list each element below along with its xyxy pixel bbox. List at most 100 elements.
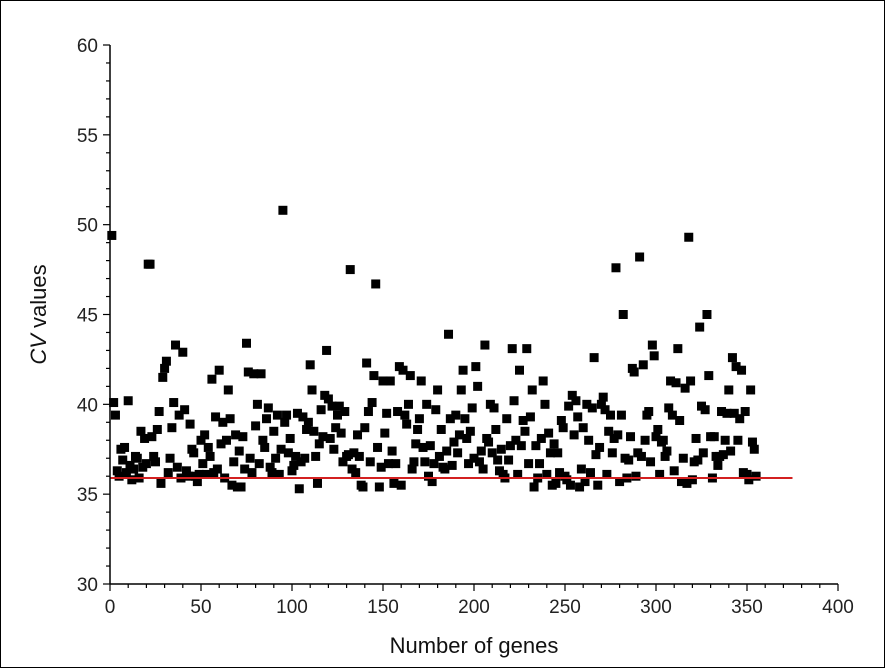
- data-point: [169, 398, 179, 408]
- data-point: [655, 469, 665, 479]
- data-point: [687, 475, 697, 485]
- data-point: [382, 408, 392, 418]
- y-axis-title-rest: values: [26, 264, 51, 334]
- data-point: [717, 407, 727, 417]
- data-point: [312, 478, 322, 488]
- data-point: [513, 469, 523, 479]
- data-point: [385, 376, 395, 386]
- data-point: [149, 451, 159, 461]
- data-point: [511, 435, 521, 445]
- data-point: [555, 468, 565, 478]
- data-point: [476, 446, 486, 456]
- data-point: [140, 433, 150, 443]
- data-point: [558, 423, 568, 433]
- data-point: [414, 414, 424, 424]
- data-point: [629, 367, 639, 377]
- y-axis-title-italic: CV: [26, 332, 51, 365]
- data-point: [363, 407, 373, 417]
- data-point: [258, 435, 268, 445]
- data-point: [686, 376, 696, 386]
- data-point: [644, 407, 654, 417]
- data-point: [302, 424, 312, 434]
- data-point: [272, 410, 282, 420]
- data-point: [464, 459, 474, 469]
- data-point: [445, 414, 455, 424]
- data-point: [123, 396, 133, 406]
- data-point: [556, 416, 566, 426]
- data-point: [604, 426, 614, 436]
- data-point: [606, 410, 615, 420]
- data-point: [520, 426, 530, 436]
- data-point: [280, 417, 290, 427]
- data-point: [262, 414, 272, 424]
- data-point: [367, 398, 377, 408]
- y-tick-label: 40: [77, 395, 98, 416]
- data-point: [569, 430, 579, 440]
- data-point: [200, 430, 210, 440]
- data-point: [549, 439, 559, 449]
- data-point: [418, 442, 428, 452]
- data-point: [453, 448, 463, 458]
- data-point: [387, 446, 397, 456]
- data-point: [484, 437, 494, 447]
- data-point: [646, 457, 656, 467]
- data-point: [161, 356, 171, 366]
- data-point: [247, 468, 257, 478]
- data-point: [354, 451, 364, 461]
- data-point: [154, 407, 164, 417]
- data-point: [318, 432, 328, 442]
- data-point: [731, 362, 741, 372]
- data-point: [727, 353, 737, 363]
- data-point: [469, 453, 479, 463]
- data-point: [489, 403, 499, 413]
- data-point: [535, 459, 545, 469]
- data-point: [287, 466, 297, 476]
- data-point: [538, 376, 548, 386]
- data-point: [516, 441, 526, 451]
- data-point: [180, 405, 190, 415]
- data-point: [675, 416, 685, 426]
- data-point: [638, 360, 648, 370]
- data-point: [749, 444, 759, 454]
- data-point: [726, 446, 736, 456]
- x-tick-label: 350: [731, 597, 763, 618]
- data-point: [669, 466, 679, 476]
- data-point: [507, 344, 517, 354]
- data-point: [256, 369, 266, 379]
- data-point: [542, 469, 552, 479]
- data-point: [664, 403, 674, 413]
- data-point: [205, 451, 215, 461]
- data-point: [658, 435, 668, 445]
- data-point: [156, 478, 166, 488]
- data-point: [285, 433, 295, 443]
- data-point: [380, 428, 390, 438]
- data-point: [167, 423, 177, 433]
- data-point: [194, 469, 204, 479]
- data-point: [112, 466, 122, 476]
- data-point: [722, 408, 732, 418]
- data-point: [289, 460, 299, 470]
- data-point: [487, 448, 497, 458]
- data-point: [151, 457, 160, 467]
- data-point: [505, 441, 515, 451]
- data-point: [667, 410, 677, 420]
- data-point: [460, 414, 470, 424]
- data-point: [369, 371, 379, 381]
- data-point: [680, 383, 690, 393]
- data-point: [747, 437, 757, 447]
- data-point: [345, 265, 355, 275]
- data-point: [183, 471, 193, 481]
- data-point: [427, 477, 437, 487]
- data-point: [611, 263, 621, 273]
- data-point: [636, 451, 646, 461]
- data-point: [211, 412, 221, 422]
- data-point: [600, 405, 610, 415]
- data-point: [411, 439, 421, 449]
- data-point: [578, 423, 588, 433]
- data-point: [518, 416, 528, 426]
- data-point: [478, 464, 488, 474]
- data-point: [607, 448, 617, 458]
- data-point: [238, 432, 248, 442]
